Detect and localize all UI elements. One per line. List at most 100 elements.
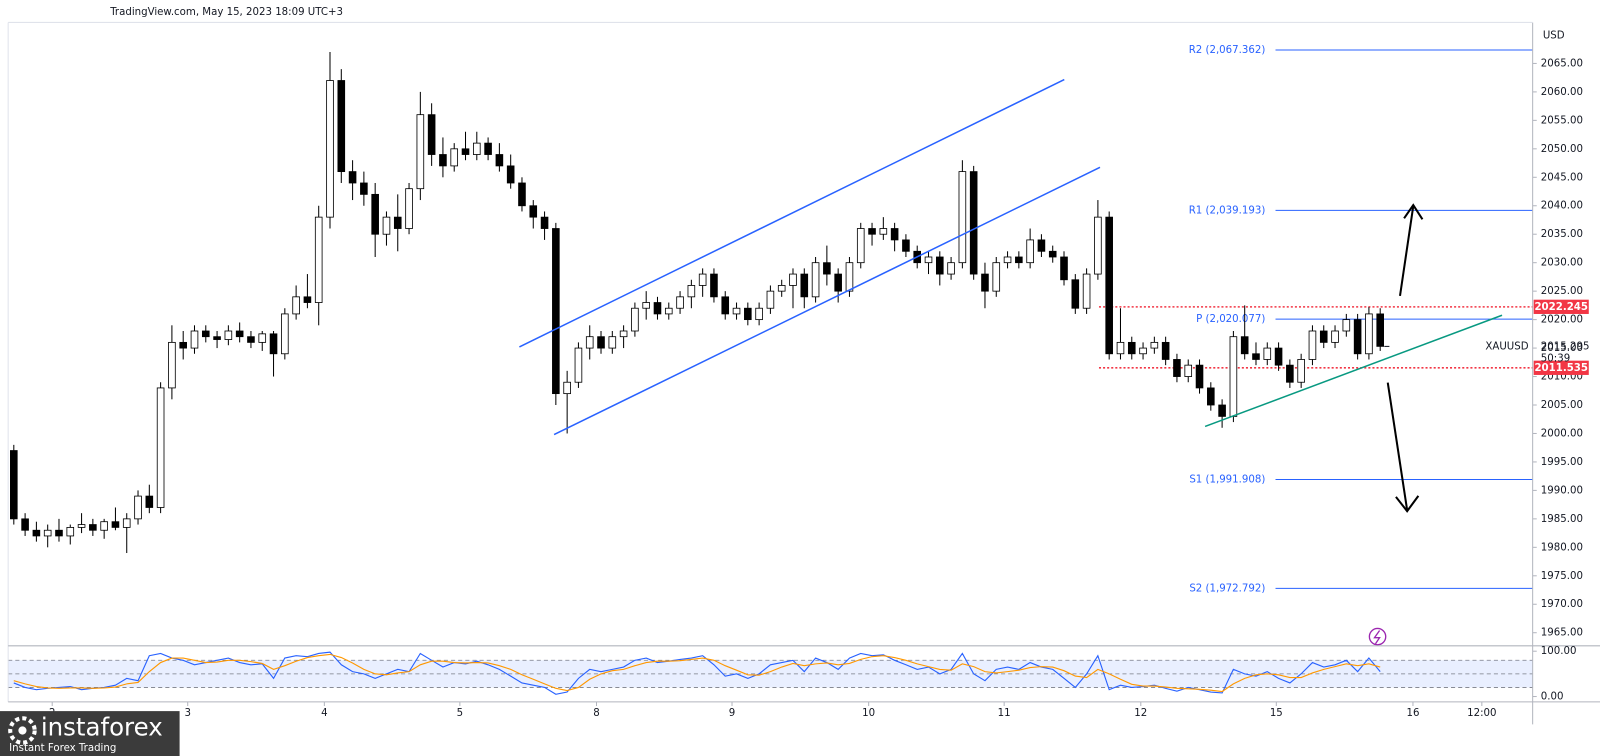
candle-body [1161, 341, 1170, 360]
candle-body [258, 333, 267, 343]
arrow-down [1386, 382, 1409, 511]
candle-body [1207, 387, 1215, 406]
candle-body [744, 307, 752, 321]
candle-body [1139, 347, 1147, 355]
candle-body [122, 518, 131, 528]
candle-body [1015, 256, 1023, 264]
candle-body [393, 216, 402, 229]
uptrend-line [1204, 314, 1503, 428]
rsi-line [13, 653, 1381, 693]
frame [7, 21, 1600, 725]
candle-body [935, 256, 944, 275]
candle-body [1184, 364, 1193, 377]
candle-body [1319, 330, 1328, 343]
candle-body [1353, 319, 1362, 355]
candle-body [213, 336, 221, 340]
last-price-label: 2015.295 [1541, 341, 1590, 352]
y-tick-label: 2030.00 [1541, 258, 1583, 269]
candle-body [879, 228, 888, 235]
x-tick-label: 15 [1270, 708, 1283, 719]
symbol-label: XAUUSD [1485, 341, 1528, 352]
candle-body [89, 524, 97, 531]
channel-upper [519, 78, 1065, 348]
candle-body [608, 336, 617, 349]
pivot-label: S2 (1,972.792) [1189, 583, 1265, 594]
y-tick-label: 2010.00 [1541, 372, 1583, 383]
candle-body [1003, 256, 1012, 264]
candle-body [992, 262, 1001, 292]
candle-body [1286, 364, 1294, 383]
candle-body [529, 205, 538, 218]
y-tick-label: 2000.00 [1541, 428, 1583, 439]
x-tick-label: 4 [321, 708, 327, 719]
candle-body [563, 381, 571, 395]
x-tick-label: 8 [593, 708, 599, 719]
y-tick-label: 2065.00 [1541, 58, 1583, 69]
candle-body [281, 313, 289, 355]
level-tag [1533, 360, 1589, 375]
candle-body [179, 341, 187, 349]
y-tick-label: 2040.00 [1541, 201, 1583, 212]
candle-body [552, 228, 560, 395]
pivot-label: R1 (2,039.193) [1189, 205, 1266, 216]
candle-body [55, 529, 63, 537]
y-tick-label: 2050.00 [1541, 144, 1583, 155]
axis-layer: 1965.00 1970.00 1975.00 1980.00 1985.00 1990.… [49, 58, 1589, 719]
candle-body [1094, 216, 1102, 275]
candle-body [540, 216, 549, 229]
candle-body [1116, 341, 1125, 355]
x-tick-label: 10 [862, 708, 875, 719]
candle-body [1331, 330, 1339, 343]
candle-body [10, 450, 18, 520]
candle-body [1308, 330, 1317, 360]
x-tick-label: 9 [729, 708, 735, 719]
candle-body [32, 529, 41, 537]
candle-body [1263, 347, 1272, 360]
x-tick-label: 12:00 [1467, 708, 1496, 719]
y-tick-label: 1990.00 [1541, 485, 1583, 496]
candle-body [868, 228, 876, 235]
candle-body [811, 262, 820, 298]
candle-body [100, 521, 108, 531]
candle-body [1048, 250, 1057, 258]
candle-body [506, 165, 515, 184]
rsi-line [13, 651, 1381, 695]
candle-body [484, 142, 492, 155]
candle-body [1274, 347, 1283, 366]
candle-body [1150, 341, 1159, 349]
candle-body [1082, 273, 1091, 309]
candle-body [461, 148, 470, 155]
y-tick-label: 1965.00 [1541, 628, 1583, 639]
candle-body [224, 330, 233, 340]
candle-body [777, 285, 786, 292]
candle-body [710, 273, 718, 298]
candle-body [1060, 256, 1068, 281]
candle-body [732, 307, 741, 315]
candle-body [303, 296, 312, 303]
pivot-label: R2 (2,067.362) [1189, 45, 1266, 56]
candle-body [201, 330, 210, 338]
candle-body [1127, 341, 1136, 355]
candle-body [495, 154, 504, 167]
candle-body [348, 171, 357, 184]
candle-body [1173, 359, 1181, 377]
candle-body [1026, 239, 1034, 264]
x-tick-label: 3 [184, 708, 190, 719]
candle-body [439, 154, 447, 167]
arrow-down-head [1395, 495, 1420, 513]
candle-body [450, 148, 459, 167]
pivot-label: S1 (1,991.908) [1189, 475, 1265, 486]
candle-body [326, 80, 334, 218]
candle-body [958, 171, 967, 264]
x-tick-label: 11 [998, 708, 1011, 719]
candle-body [755, 307, 763, 321]
candle-body [642, 302, 650, 309]
candle-body [134, 495, 142, 520]
alert-icon[interactable] [1368, 627, 1387, 646]
candle-body [337, 80, 346, 173]
candle-body [924, 256, 933, 264]
currency-label: USD [1543, 31, 1565, 42]
candle-body [789, 273, 797, 286]
